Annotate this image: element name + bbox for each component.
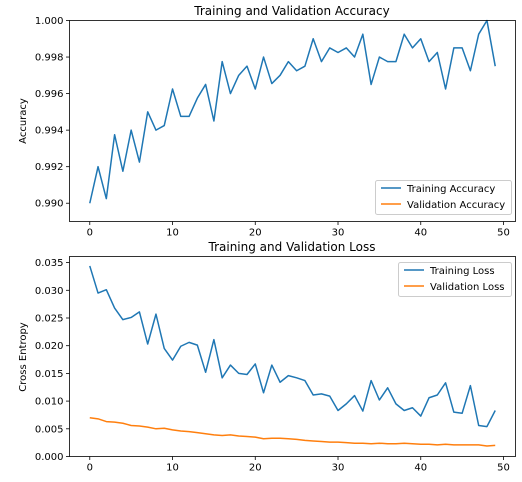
loss-y-tick-label: 0.035 [35, 258, 64, 269]
loss-y-tick-label: 0.005 [35, 424, 64, 435]
accuracy-x-tick-label: 30 [332, 228, 345, 239]
accuracy-y-tick-label: 1.000 [35, 16, 64, 27]
accuracy-x-tick-label: 40 [414, 228, 427, 239]
loss-x-tick-label: 0 [87, 463, 93, 474]
loss-x-tick-label: 20 [249, 463, 262, 474]
legend-label-validation-loss: Validation Loss [430, 282, 505, 293]
accuracy-y-tick-label: 0.992 [35, 162, 64, 173]
loss-x-tick-label: 10 [166, 463, 179, 474]
training-accuracy-line [89, 19, 496, 204]
loss-x-tick-label: 50 [497, 463, 510, 474]
loss-y-tick-label: 0.015 [35, 369, 64, 380]
loss-x-tick-label: 30 [332, 463, 345, 474]
loss-y-tick-label: 0.010 [35, 397, 64, 408]
loss-plot-frame [69, 256, 516, 457]
accuracy-ticks: 0 10 20 30 40 50 0.990 0.992 0.994 0.996 0.998 1.00… [35, 16, 510, 239]
accuracy-legend-box [375, 180, 512, 215]
loss-y-tick-label: 0.000 [35, 452, 64, 463]
legend-label-training-accuracy: Training Accuracy [406, 184, 495, 195]
accuracy-y-axis-label: Accuracy [18, 98, 29, 144]
loss-y-axis-label: Cross Entropy [18, 322, 29, 392]
loss-x-tick-label: 40 [414, 463, 427, 474]
accuracy-y-tick-label: 0.996 [35, 89, 64, 100]
validation-loss-line [89, 416, 496, 447]
accuracy-x-tick-label: 50 [497, 228, 510, 239]
accuracy-x-tick-label: 20 [249, 228, 262, 239]
accuracy-x-tick-label: 0 [87, 228, 93, 239]
training-loss-line [89, 265, 496, 428]
loss-lines [89, 265, 496, 447]
legend-label-training-loss: Training Loss [429, 266, 495, 277]
accuracy-lines [89, 19, 496, 204]
accuracy-chart: Training and Validation Accuracy Accurac… [18, 4, 516, 239]
loss-legend-box [398, 262, 512, 297]
accuracy-chart-title: Training and Validation Accuracy [193, 4, 389, 18]
accuracy-legend: Training Accuracy Validation Accuracy [375, 180, 512, 215]
loss-chart-title: Training and Validation Loss [208, 240, 376, 254]
loss-y-tick-label: 0.020 [35, 341, 64, 352]
accuracy-plot-frame [69, 20, 516, 222]
loss-chart: Training and Validation Loss Cross Entro… [18, 240, 516, 474]
loss-y-tick-label: 0.025 [35, 313, 64, 324]
accuracy-x-tick-label: 10 [166, 228, 179, 239]
loss-legend: Training Loss Validation Loss [398, 262, 512, 297]
loss-y-tick-label: 0.030 [35, 286, 64, 297]
accuracy-y-tick-label: 0.998 [35, 53, 64, 64]
legend-label-validation-accuracy: Validation Accuracy [407, 200, 505, 211]
loss-ticks: 0 10 20 30 40 50 0.000 0.005 0.010 0.015 0.020 0.02… [35, 258, 510, 473]
accuracy-y-tick-label: 0.994 [35, 126, 64, 137]
accuracy-y-tick-label: 0.990 [35, 199, 64, 210]
